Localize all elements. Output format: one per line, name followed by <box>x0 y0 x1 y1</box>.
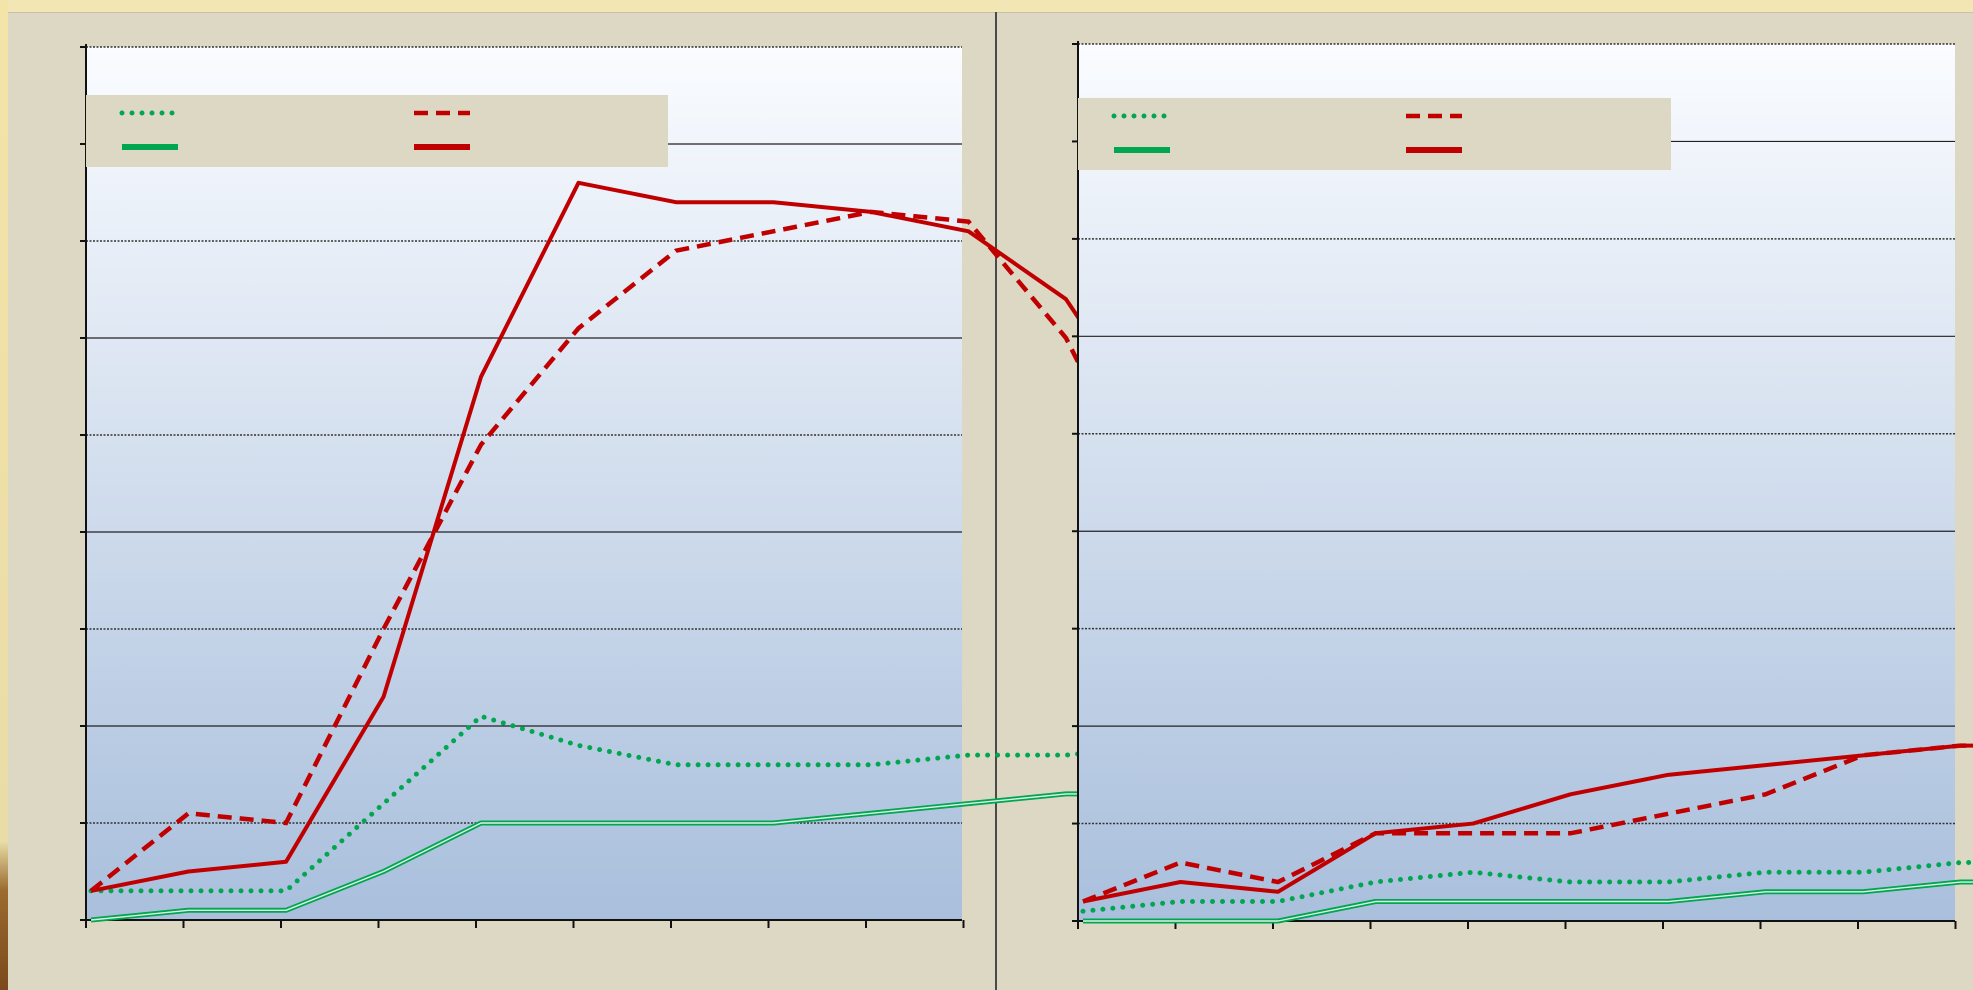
series-line-2 <box>89 209 1749 893</box>
series-line-0 <box>88 616 1751 894</box>
legend-box <box>1078 98 1671 170</box>
chart-panel-left <box>80 44 1751 928</box>
series-line-3 <box>1082 743 1973 904</box>
left-border-strip <box>0 0 8 990</box>
series-line-0 <box>1080 860 1973 914</box>
legend-box <box>86 95 668 167</box>
plot-area <box>1078 44 1955 921</box>
plot-area <box>86 47 962 920</box>
chart-panel-right <box>1072 41 1973 929</box>
series-line-1-inner <box>1083 881 1973 922</box>
top-band <box>0 0 1973 13</box>
panel-divider <box>995 12 997 990</box>
